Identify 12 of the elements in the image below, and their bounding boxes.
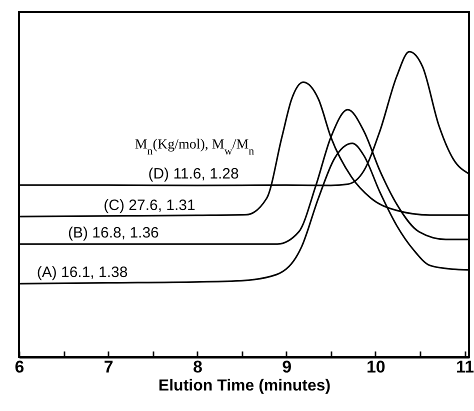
x-tick-label: 9	[282, 358, 292, 376]
series-label: (C) 27.6, 1.31	[104, 196, 196, 214]
series-label: (D) 11.6, 1.28	[148, 165, 239, 182]
legend-title: M$_{n}$(Kg/mol), M$_{w}$/M$_{n}$	[134, 138, 255, 158]
x-tick-label: 11	[456, 358, 474, 376]
x-tick-label: 8	[192, 358, 202, 376]
x-tick-label: 10	[366, 358, 386, 376]
series-label: (A) 16.1, 1.38	[36, 264, 128, 282]
series-label: (B) 16.8, 1.36	[68, 224, 159, 242]
x-tick-label: 7	[104, 358, 114, 376]
x-axis-title: Elution Time (minutes)	[158, 378, 331, 394]
x-tick-label: 6	[14, 358, 24, 376]
